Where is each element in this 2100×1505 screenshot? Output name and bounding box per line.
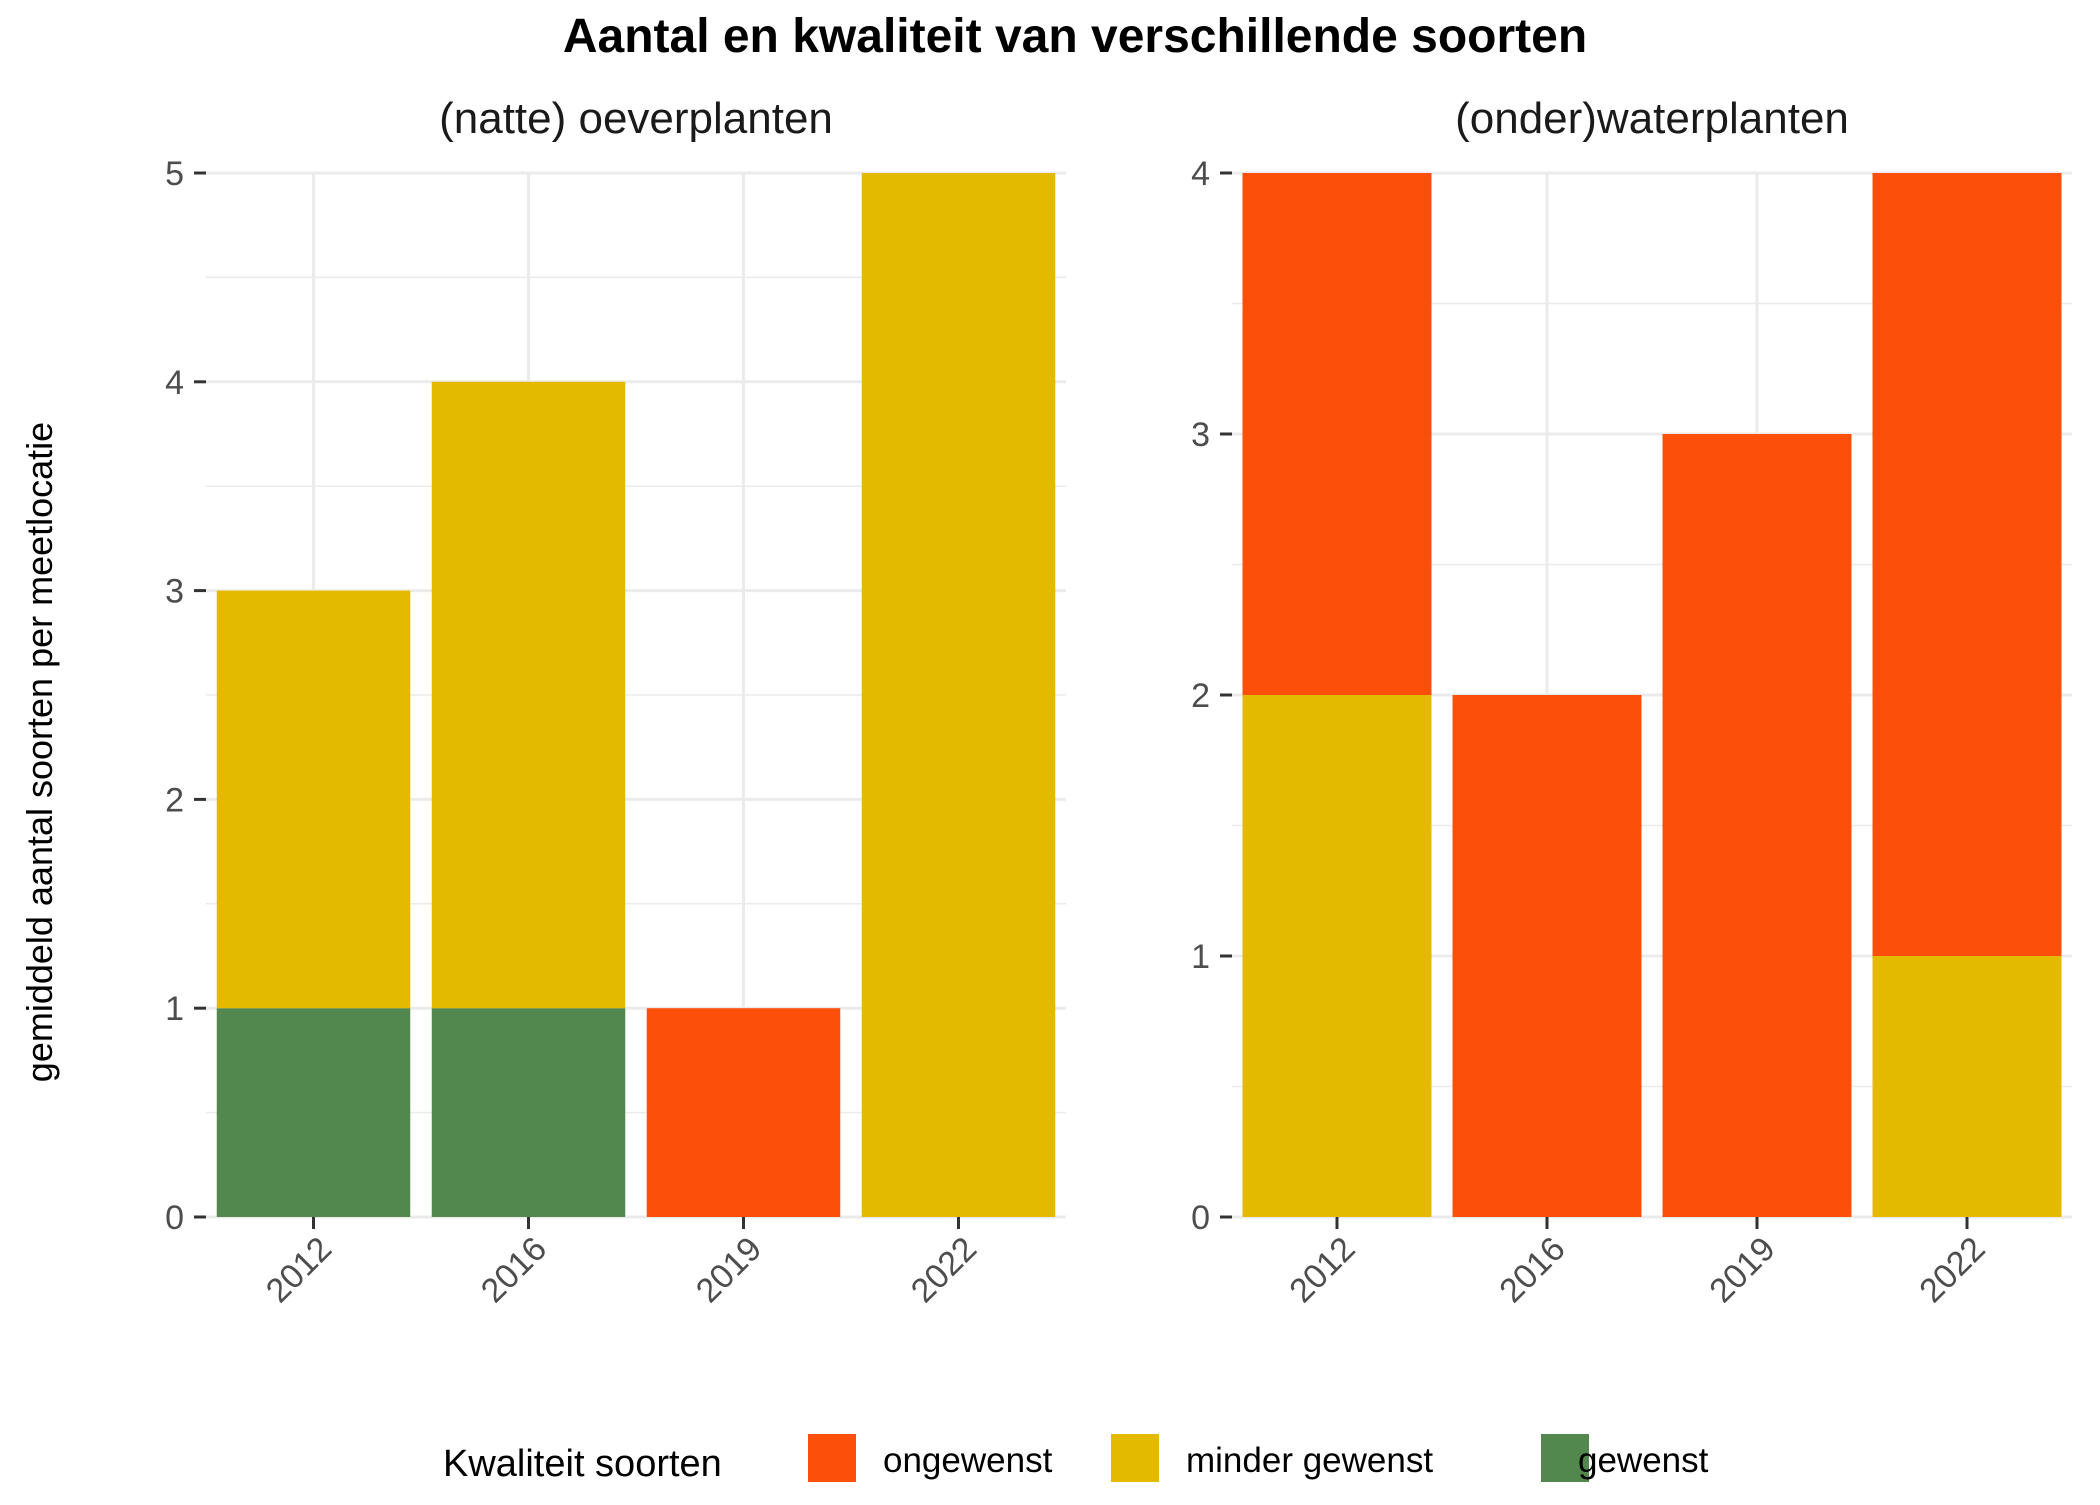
legend-label: minder gewenst	[1186, 1441, 1433, 1480]
bar-minder-gewenst-2012	[1242, 695, 1432, 1217]
x-tick-label: 2019	[1702, 1230, 1782, 1310]
x-tick-label: 2016	[474, 1230, 554, 1310]
y-tick-label: 1	[165, 990, 184, 1028]
x-tick-label: 2019	[689, 1230, 769, 1310]
y-tick-label: 2	[165, 781, 184, 819]
bar-minder-gewenst-2016	[431, 381, 626, 1009]
legend-key-ongewenst	[808, 1434, 856, 1482]
x-tick-label: 2016	[1492, 1230, 1572, 1310]
y-tick-label: 4	[1191, 155, 1210, 193]
panel-2: 0 1 2 3 4 2012 2016 2019 2022 (onder)waterplanten	[1191, 94, 2072, 1310]
legend-label: gewenst	[1578, 1441, 1709, 1480]
legend-label: ongewenst	[883, 1441, 1053, 1480]
y-tick-label: 0	[1191, 1199, 1210, 1237]
bar-gewenst-2012	[216, 1008, 411, 1217]
y-tick-label: 4	[165, 364, 184, 402]
x-tick-label: 2012	[259, 1230, 339, 1310]
bar-minder-gewenst-2022	[861, 173, 1056, 1217]
y-axis-label: gemiddeld aantal soorten per meetlocatie	[19, 422, 60, 1082]
x-tick-label: 2022	[904, 1230, 984, 1310]
bar-ongewenst-2022	[1872, 173, 2062, 956]
bar-ongewenst-2012	[1242, 173, 1432, 695]
panel-title: (onder)waterplanten	[1455, 94, 1849, 143]
legend: Kwaliteit soorten ongewenst minder gewens…	[443, 1434, 1709, 1485]
chart-panels: 0 1 2 3 4 5 2012 2016 2019 2022 (natte) oeverplant…	[165, 94, 2072, 1310]
bar-gewenst-2016	[431, 1008, 626, 1217]
legend-key-gewenst	[1541, 1434, 1589, 1482]
bar-ongewenst-2019	[646, 1008, 841, 1217]
y-tick-label: 5	[165, 155, 184, 193]
legend-key-minder-gewenst	[1111, 1434, 1159, 1482]
bar-minder-gewenst-2022	[1872, 956, 2062, 1217]
y-tick-label: 3	[165, 573, 184, 611]
legend-title: Kwaliteit soorten	[443, 1443, 722, 1485]
panel-1: 0 1 2 3 4 5 2012 2016 2019 2022 (natte) oeverplant…	[165, 94, 1066, 1310]
y-tick-label: 1	[1191, 938, 1210, 976]
x-tick-label: 2022	[1912, 1230, 1992, 1310]
panel-title: (natte) oeverplanten	[439, 94, 833, 143]
y-tick-label: 3	[1191, 416, 1210, 454]
x-tick-label: 2012	[1282, 1230, 1362, 1310]
bar-ongewenst-2019	[1662, 434, 1852, 1217]
y-tick-label: 2	[1191, 677, 1210, 715]
bar-ongewenst-2016	[1452, 695, 1642, 1217]
y-tick-label: 0	[165, 1199, 184, 1237]
chart-title: Aantal en kwaliteit van verschillende so…	[563, 10, 1587, 63]
bar-minder-gewenst-2012	[216, 590, 411, 1009]
